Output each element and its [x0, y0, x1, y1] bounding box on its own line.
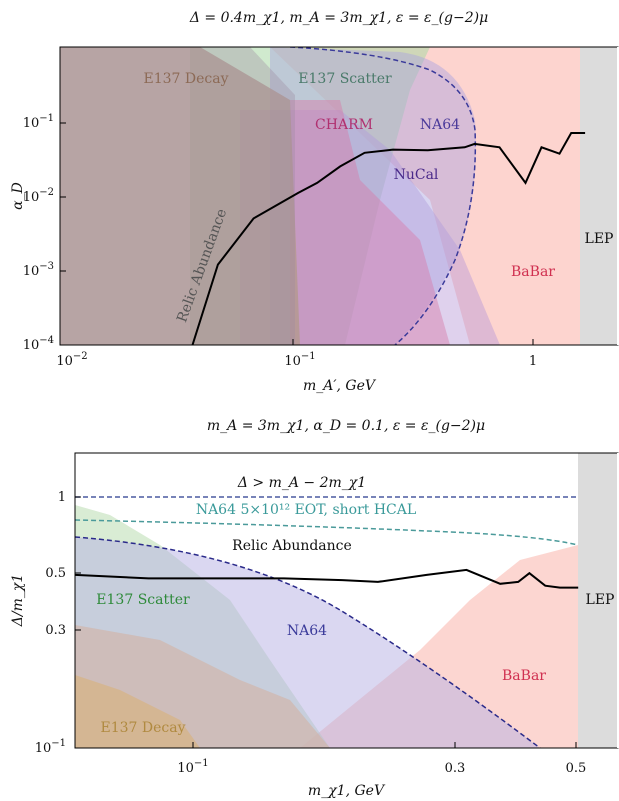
top-x-tick-1e-1: 10−1	[284, 351, 315, 369]
bottom-x-tick-0.3: 0.3	[445, 761, 466, 776]
bottom-x-axis: 10−1 0.3 0.5	[177, 742, 586, 776]
top-x-tick-1: 1	[529, 354, 537, 369]
top-babar-label: BaBar	[511, 264, 555, 280]
top-y-tick-1e-3: 10−3	[23, 261, 54, 279]
bottom-y-tick-0.3: 0.3	[45, 623, 66, 638]
bottom-title: m_A = 3m_χ1, α_D = 0.1, ε = ε_(g−2)μ	[207, 418, 485, 434]
bottom-kinematic-label: Δ > m_A − 2m_χ1	[237, 475, 366, 491]
bottom-na64-projection-label: NA64 5×10¹² EOT, short HCAL	[196, 502, 416, 518]
bottom-x-tick-0.5: 0.5	[566, 761, 587, 776]
top-lep-label: LEP	[585, 231, 614, 247]
bottom-relic-abundance-label: Relic Abundance	[232, 538, 352, 554]
top-lep-region	[580, 47, 618, 345]
bottom-na64-projection-line	[75, 519, 579, 546]
top-babar-region	[270, 47, 580, 345]
top-e137-scatter-label: E137 Scatter	[298, 71, 392, 87]
bottom-lep-region	[578, 453, 618, 748]
top-plot-area	[60, 47, 618, 345]
top-nucal-region	[240, 110, 500, 345]
top-y-tick-1e-1: 10−1	[23, 113, 54, 131]
bottom-lep-label: LEP	[586, 592, 615, 608]
top-e137-decay-overlay	[60, 47, 295, 345]
top-charm-region	[290, 100, 450, 345]
top-na64-label: NA64	[420, 117, 460, 133]
bottom-na64-boundary	[75, 536, 541, 748]
bottom-y-tick-1: 1	[58, 490, 66, 505]
top-charm-label: CHARM	[315, 117, 373, 133]
bottom-relic-abundance-line	[75, 568, 579, 589]
top-y-tick-1e-2: 10−2	[23, 187, 54, 205]
bottom-plot-area	[75, 453, 618, 748]
bottom-na64-label: NA64	[287, 623, 327, 639]
bottom-x-tick-1e-1: 10−1	[177, 758, 208, 776]
top-y-tick-1e-4: 10−4	[23, 335, 54, 353]
bottom-e137-decay-region	[75, 675, 200, 748]
bottom-x-axis-label: m_χ1, GeV	[308, 783, 386, 799]
bottom-e137-scatter-label: E137 Scatter	[96, 592, 190, 608]
top-nucal-label: NuCal	[394, 167, 439, 183]
bottom-e137-decay-label: E137 Decay	[101, 720, 186, 736]
top-na64-boundary	[289, 47, 477, 345]
bottom-y-axis-label: Δ/m_χ1	[10, 574, 26, 628]
top-e137-decay-label: E137 Decay	[144, 71, 229, 87]
top-x-axis-label: m_A′, GeV	[303, 378, 377, 394]
bottom-y-tick-0.5: 0.5	[45, 566, 66, 581]
bottom-babar-label: BaBar	[502, 668, 546, 684]
top-title: Δ = 0.4m_χ1, m_A = 3m_χ1, ε = ε_(g−2)μ	[189, 10, 488, 26]
bottom-y-tick-0.1: 10−1	[35, 738, 66, 756]
top-e137-decay-region	[60, 47, 300, 345]
top-relic-abundance-line	[191, 132, 586, 345]
top-x-tick-1e-2: 10−2	[56, 351, 87, 369]
top-na64-region	[270, 47, 476, 345]
bottom-y-axis: 1 0.5 0.3 10−1	[35, 490, 81, 756]
top-y-axis-label: α_D	[10, 182, 26, 210]
